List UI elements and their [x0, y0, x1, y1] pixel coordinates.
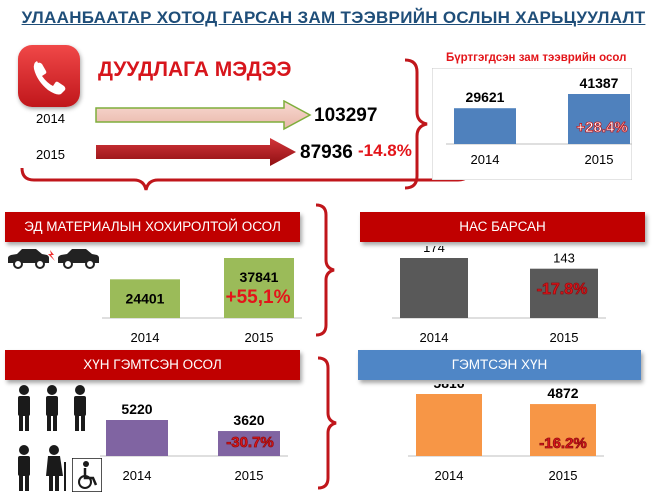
chart-category-label: 2015 [245, 330, 274, 345]
chart-value-label: 24401 [126, 290, 165, 306]
chart-value-label: 29621 [466, 89, 505, 105]
chart-bar-2015 [224, 258, 294, 318]
chart-bar-2015 [530, 404, 596, 456]
calls-value-2015: 87936 [300, 142, 353, 163]
chart-registered: 29621 2014 41387 2015 +28.4% [432, 68, 632, 180]
chart-bar-2015 [530, 268, 598, 318]
chart-bar-2014 [400, 258, 468, 318]
chart-deaths: 174 2014 143 2015 -17.8% [392, 246, 606, 345]
section-header-property: ЭД МАТЕРИАЛЫН ХОХИРОЛТОЙ ОСОЛ [5, 212, 300, 242]
chart-category-label: 2014 [131, 330, 160, 345]
arrow-icon [95, 100, 312, 166]
chart-value-label: 4872 [547, 385, 578, 401]
chart-category-label: 2014 [123, 468, 152, 483]
chart-value-label: 143 [553, 251, 575, 266]
chart-change-label: +55,1% [226, 287, 291, 308]
calls-year-2014: 2014 [36, 111, 65, 126]
chart-bar-2014 [454, 108, 516, 144]
chart-category-label: 2015 [585, 152, 614, 167]
page-title: УЛААНБААТАР ХОТОД ГАРСАН ЗАМ ТЭЭВРИЙН ОС… [21, 8, 646, 27]
chart-bar-2015 [568, 94, 630, 144]
people-icon [18, 385, 86, 491]
chart-category-label: 2015 [550, 330, 579, 345]
chart-category-label: 2014 [435, 468, 464, 483]
calls-title: ДУУДЛАГА МЭДЭЭ [98, 58, 292, 81]
chart-category-label: 2014 [420, 330, 449, 345]
chart-change-label: +28.4% [576, 119, 627, 136]
chart-category-label: 2015 [549, 468, 578, 483]
calls-change: -14.8% [358, 141, 412, 160]
chart-bar-2015 [218, 431, 280, 456]
chart-change-label: -16.2% [539, 435, 587, 452]
wheelchair-icon [72, 458, 102, 492]
chart-bar-2014 [416, 394, 482, 456]
chart-category-label: 2015 [235, 468, 264, 483]
cars-icon [8, 249, 99, 269]
chart-value-label: 3620 [233, 412, 264, 428]
chart-value-label: 37841 [240, 269, 279, 285]
calls-year-2015: 2015 [36, 147, 65, 162]
chart-value-label: 5816 [433, 384, 464, 391]
chart-property: 24401 2014 37841 2015 +55,1% [102, 258, 302, 345]
chart-bar-2014 [106, 420, 168, 456]
chart-change-label: -17.8% [537, 281, 588, 298]
section-header-deaths: НАС БАРСАН [360, 212, 645, 242]
chart-injured: 5816 2014 4872 2015 -16.2% [408, 384, 604, 483]
section-header-injured: ГЭМТСЭН ХҮН [358, 350, 641, 380]
chart-value-label: 5220 [121, 401, 152, 417]
chart-value-label: 174 [423, 246, 445, 255]
chart-title-registered: Бүртгэгдсэн зам тээврийн осол [446, 52, 627, 64]
chart-category-label: 2014 [471, 152, 500, 167]
section-header-injury-accidents: ХҮН ГЭМТСЭН ОСОЛ [5, 350, 300, 380]
chart-injury-accidents: 5220 2014 3620 2015 -30.7% [100, 401, 288, 483]
chart-change-label: -30.7% [226, 434, 274, 451]
chart-value-label: 41387 [580, 75, 619, 91]
calls-value-2014: 103297 [314, 105, 378, 126]
chart-bar-2014 [110, 279, 180, 318]
phone-icon [18, 45, 80, 107]
